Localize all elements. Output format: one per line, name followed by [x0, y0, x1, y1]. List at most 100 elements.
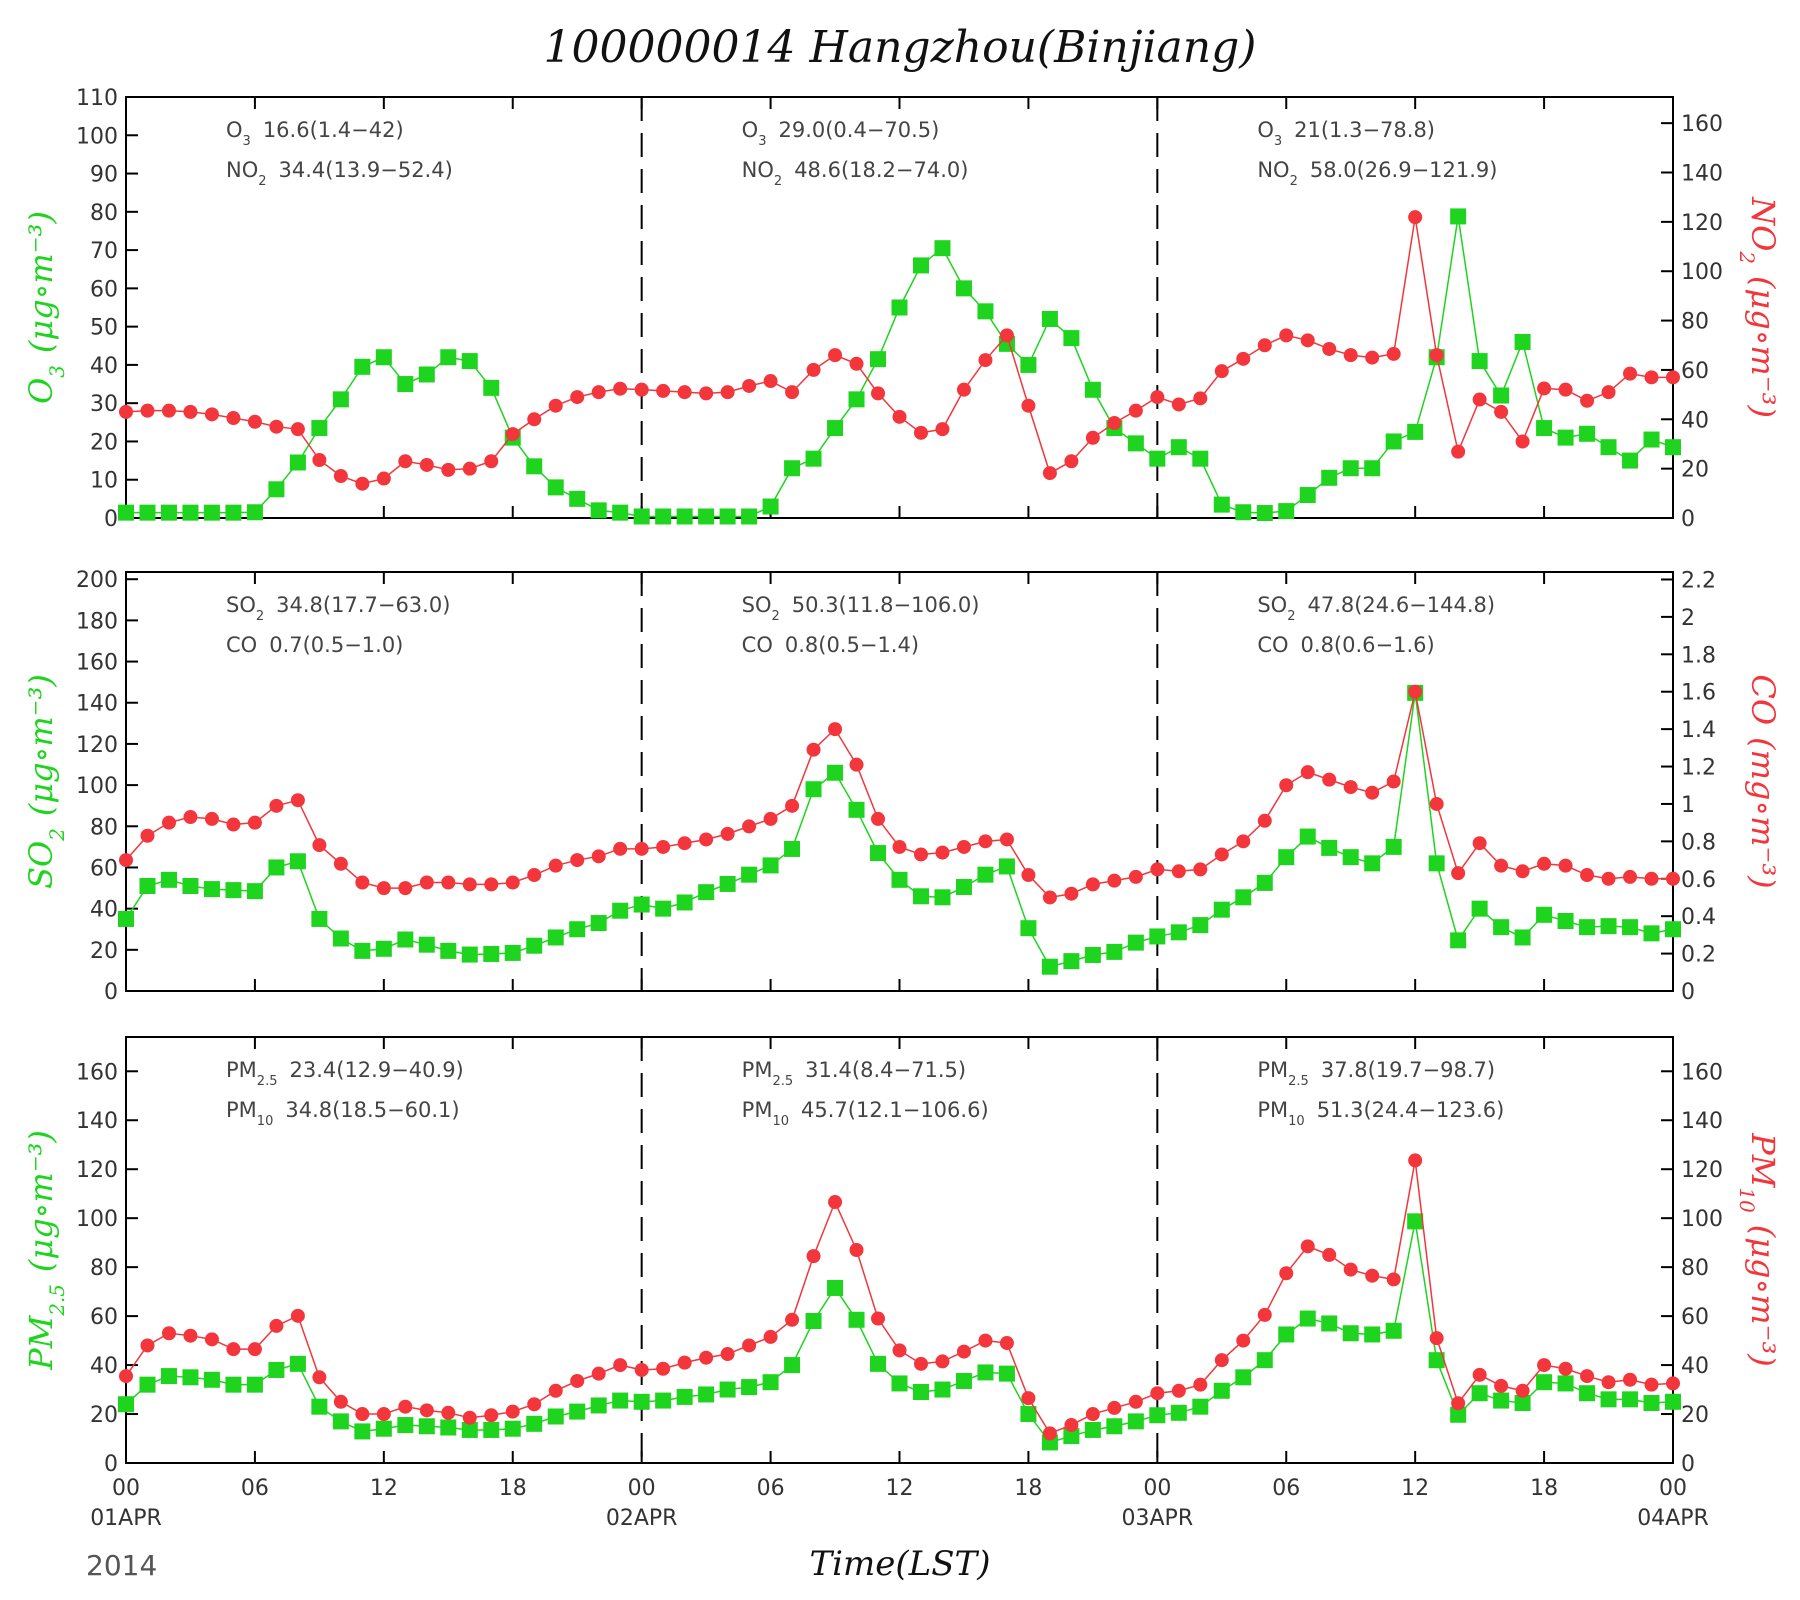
data-point	[268, 859, 285, 876]
data-point	[655, 508, 672, 525]
data-point	[1515, 434, 1530, 449]
data-point	[891, 299, 908, 316]
data-point	[1386, 1272, 1401, 1287]
data-point	[1235, 504, 1252, 521]
y2-tick-label: 80	[1681, 310, 1709, 335]
data-point	[1450, 208, 1467, 225]
data-point	[1063, 330, 1080, 347]
data-point	[720, 826, 735, 841]
series-line	[125, 692, 1674, 968]
data-point	[613, 381, 628, 396]
data-point	[462, 1410, 477, 1425]
data-point	[1472, 836, 1487, 851]
data-point	[1127, 435, 1144, 452]
data-point	[526, 937, 543, 954]
data-point	[570, 853, 585, 868]
data-point	[1471, 353, 1488, 370]
data-point	[849, 757, 864, 772]
data-point	[719, 508, 736, 525]
data-point	[139, 877, 156, 894]
data-point	[1214, 364, 1229, 379]
data-point	[375, 940, 392, 957]
data-point	[311, 1398, 328, 1415]
y2-tick-label: 40	[1681, 408, 1709, 433]
data-point	[269, 419, 284, 434]
data-point	[699, 832, 714, 847]
data-point	[527, 412, 542, 427]
data-point	[633, 1393, 650, 1410]
data-point	[590, 1397, 607, 1414]
data-point	[1214, 847, 1229, 862]
y2-tick-label: 60	[1681, 359, 1709, 384]
data-point	[1537, 1358, 1552, 1373]
data-point	[1643, 431, 1660, 448]
data-point	[547, 929, 564, 946]
data-point	[1450, 1406, 1467, 1423]
data-point	[268, 481, 285, 498]
annotation: SO2 47.8(24.6−144.8)	[1257, 593, 1495, 624]
data-point	[591, 385, 606, 400]
data-point	[440, 349, 457, 366]
data-point	[1514, 1395, 1531, 1412]
data-point	[934, 889, 951, 906]
data-point	[955, 1372, 972, 1389]
annotation-name: PM	[742, 1098, 773, 1122]
data-point	[1493, 387, 1510, 404]
data-point	[827, 420, 844, 437]
y-axis-label-sub: 3	[46, 365, 69, 378]
data-point	[1365, 350, 1380, 365]
data-point	[376, 1407, 391, 1422]
data-point	[1364, 1326, 1381, 1343]
data-point	[998, 858, 1015, 875]
data-point	[1365, 785, 1380, 800]
y-axis-label-name: PM	[22, 1314, 60, 1371]
y2-tick-label: 0	[1681, 980, 1695, 1005]
data-point	[1321, 839, 1338, 856]
data-point	[1278, 503, 1295, 520]
annotation-name: SO	[226, 593, 256, 617]
data-point	[1085, 877, 1100, 892]
data-point	[634, 1362, 649, 1377]
date-label: 02APR	[606, 1506, 678, 1531]
year-label: 2014	[86, 1549, 157, 1582]
data-point	[505, 1404, 520, 1419]
data-point	[1192, 917, 1209, 934]
data-point	[1278, 1326, 1295, 1343]
y-axis-label-sub: 2	[46, 828, 69, 842]
x-tick-label: 18	[499, 1476, 527, 1501]
annotation-gap: 34.4(13.9−52.4)	[279, 158, 453, 182]
data-point	[461, 946, 478, 963]
data-point	[182, 504, 199, 521]
data-point	[892, 839, 907, 854]
x-tick-label: 00	[1143, 1476, 1171, 1501]
data-point	[1558, 858, 1573, 873]
data-point	[1257, 813, 1272, 828]
annotation-name: PM	[742, 1058, 773, 1082]
data-point	[1666, 1376, 1680, 1391]
data-point	[805, 781, 822, 798]
y-tick-label: 0	[104, 507, 118, 532]
data-point	[870, 351, 887, 368]
data-point	[203, 1371, 220, 1388]
data-point	[161, 403, 176, 418]
annotation-name: O	[226, 118, 243, 142]
data-point	[655, 1392, 672, 1409]
data-point	[1299, 828, 1316, 845]
data-point	[1322, 341, 1337, 356]
y-tick-label: 60	[90, 1305, 118, 1330]
data-point	[1085, 1407, 1100, 1422]
data-point	[934, 240, 951, 257]
annotation: CO 0.8(0.6−1.6)	[1257, 633, 1434, 657]
y-tick-label: 10	[90, 469, 118, 494]
date-label: 01APR	[90, 1506, 162, 1531]
annotation-gap: 47.8(24.6−144.8)	[1307, 593, 1495, 617]
data-point	[1493, 1392, 1510, 1409]
data-point	[1385, 1322, 1402, 1339]
y-tick-label: 50	[90, 316, 118, 341]
annotation-gap: 45.7(12.1−106.6)	[801, 1098, 989, 1122]
y2-tick-label: 1	[1681, 793, 1695, 818]
data-point	[376, 471, 391, 486]
data-point	[934, 1381, 951, 1398]
data-point	[1299, 487, 1316, 504]
data-point	[160, 871, 177, 888]
